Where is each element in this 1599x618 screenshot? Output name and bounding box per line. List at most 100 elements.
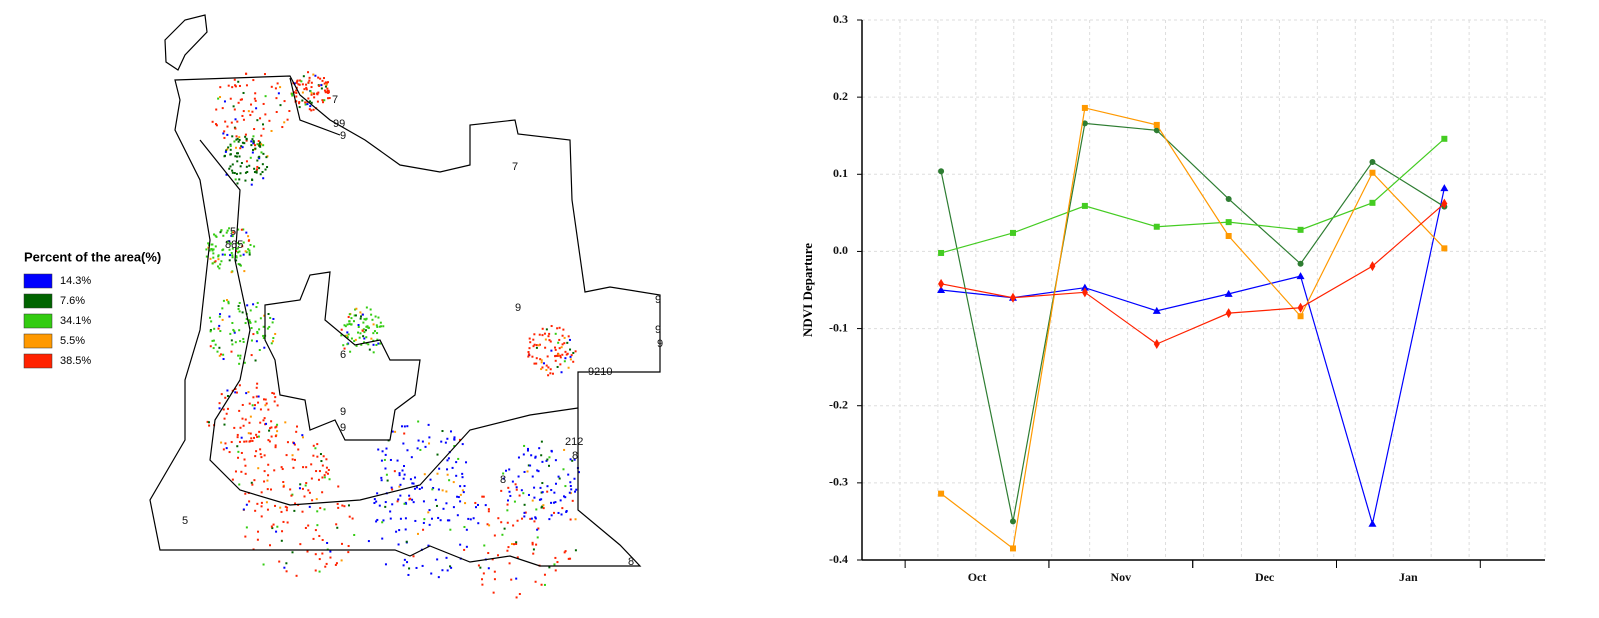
map-pixel: [569, 557, 572, 560]
map-pixel: [312, 108, 315, 111]
map-pixel: [541, 334, 544, 337]
map-pixel: [569, 518, 572, 521]
map-pixel: [272, 337, 275, 340]
map-pixel: [461, 443, 464, 446]
map-pixel: [241, 417, 244, 420]
map-pixel: [574, 549, 577, 552]
map-pixel: [555, 354, 558, 357]
legend-label: 14.3%: [60, 275, 91, 287]
map-pixel: [238, 136, 241, 139]
map-pixel: [315, 470, 318, 473]
map-pixel: [237, 263, 240, 266]
map-label: 5: [182, 515, 188, 527]
map-pixel: [566, 341, 569, 344]
map-pixel: [474, 501, 477, 504]
map-pixel: [275, 97, 278, 100]
map-pixel: [511, 480, 514, 483]
map-pixel: [423, 518, 426, 521]
map-pixel: [424, 445, 427, 448]
map-pixel: [327, 97, 330, 100]
map-pixel: [376, 492, 379, 495]
map-pixel: [298, 83, 301, 86]
map-label: 9: [515, 302, 521, 314]
map-pixel: [258, 328, 261, 331]
map-pixel: [380, 459, 383, 462]
map-pixel: [434, 498, 437, 501]
map-pixel: [217, 327, 220, 330]
map-pixel: [551, 372, 554, 375]
map-pixel: [229, 165, 232, 168]
map-pixel: [231, 235, 234, 238]
map-pixel: [493, 578, 496, 581]
map-pixel: [329, 556, 332, 559]
map-pixel: [301, 510, 304, 513]
map-pixel: [416, 447, 419, 450]
map-pixel: [254, 320, 257, 323]
map-pixel: [527, 353, 530, 356]
map-pixel: [234, 84, 237, 87]
map-pixel: [573, 477, 576, 480]
map-pixel: [367, 540, 370, 543]
map-pixel: [536, 528, 539, 531]
map-pixel: [207, 242, 210, 245]
map-pixel: [524, 511, 527, 514]
map-pixel: [325, 471, 328, 474]
map-pixel: [529, 517, 532, 520]
map-pixel: [515, 541, 518, 544]
map-pixel: [305, 88, 308, 91]
map-label: 9: [340, 406, 346, 418]
map-pixel: [260, 134, 263, 137]
map-pixel: [222, 132, 225, 135]
map-pixel: [441, 489, 444, 492]
map-pixel: [512, 524, 515, 527]
map-pixel: [244, 492, 247, 495]
map-pixel: [389, 517, 392, 520]
map-pixel: [365, 342, 368, 345]
map-pixel: [569, 358, 572, 361]
map-pixel: [570, 354, 573, 357]
map-pixel: [540, 440, 543, 443]
map-pixel: [282, 520, 285, 523]
map-pixel: [528, 337, 531, 340]
map-pixel: [239, 357, 242, 360]
map-pixel: [313, 93, 316, 96]
map-pixel: [362, 328, 365, 331]
map-pixel: [232, 328, 235, 331]
map-pixel: [251, 151, 254, 154]
map-pixel: [323, 476, 326, 479]
map-pixel: [250, 183, 253, 186]
map-pixel: [550, 489, 553, 492]
map-pixel: [264, 113, 267, 116]
map-pixel: [329, 550, 332, 553]
map-pixel: [376, 325, 379, 328]
map-pixel: [554, 346, 557, 349]
map-pixel: [258, 155, 261, 158]
map-pixel: [419, 448, 422, 451]
map-pixel: [274, 426, 277, 429]
map-pixel: [255, 386, 258, 389]
map-pixel: [558, 477, 561, 480]
map-pixel: [293, 82, 296, 85]
map-pixel: [380, 476, 383, 479]
map-pixel: [371, 318, 374, 321]
map-pixel: [452, 506, 455, 509]
map-pixel: [533, 496, 536, 499]
map-pixel: [223, 155, 226, 158]
map-pixel: [346, 323, 349, 326]
map-pixel: [421, 440, 424, 443]
map-pixel: [276, 423, 279, 426]
map-pixel: [415, 486, 418, 489]
map-pixel: [254, 455, 257, 458]
map-pixel: [335, 562, 338, 565]
map-pixel: [538, 333, 541, 336]
map-pixel: [376, 518, 379, 521]
map-pixel: [257, 467, 260, 470]
map-pixel: [212, 252, 215, 255]
map-pixel: [215, 108, 218, 111]
map-pixel: [242, 110, 245, 113]
map-pixel: [514, 483, 517, 486]
map-pixel: [307, 81, 310, 84]
map-pixel: [238, 84, 241, 87]
map-pixel: [249, 321, 252, 324]
map-pixel: [238, 263, 241, 266]
